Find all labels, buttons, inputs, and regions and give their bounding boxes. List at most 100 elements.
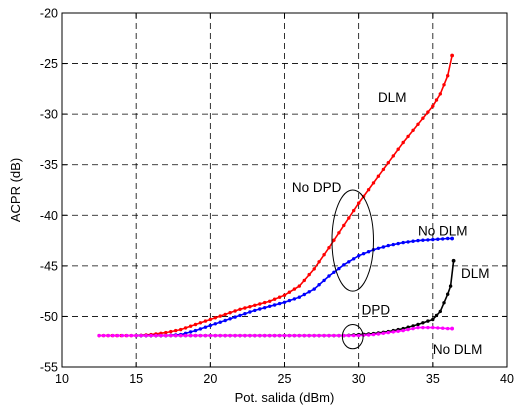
series-0-point (243, 306, 247, 310)
series-3-point (391, 330, 395, 334)
x-axis-label: Pot. salida (dBm) (235, 390, 335, 405)
series-0-point (277, 295, 282, 299)
series-1-point (243, 312, 247, 316)
series-0-point (174, 328, 178, 333)
series-0-point (357, 201, 361, 205)
series-3-point (297, 333, 301, 338)
series-0-point (327, 246, 331, 250)
series-3-point (272, 333, 277, 338)
series-3-point (179, 333, 183, 338)
grid-lines (62, 13, 507, 367)
series-0-point (317, 260, 321, 264)
series-0-point (406, 134, 410, 139)
x-tick-label: 10 (55, 372, 69, 386)
series-3-point (263, 333, 267, 338)
series-2-point (406, 325, 410, 329)
series-1-point (302, 292, 306, 297)
series-1-point (347, 260, 351, 264)
series-3-point (268, 333, 272, 338)
series-3-point (102, 333, 106, 338)
series-3-point (139, 333, 143, 338)
series-1-point (203, 325, 208, 329)
y-tick-label: -25 (40, 57, 58, 71)
series-0-point (238, 307, 242, 311)
series-3-point (332, 333, 336, 338)
series-3-point (208, 333, 212, 338)
series-3-point (421, 325, 425, 330)
series-3-point (111, 333, 115, 338)
series-0-point (282, 293, 287, 297)
series-2-point (411, 324, 415, 328)
series-1-point (450, 236, 455, 241)
series-2-point (448, 284, 453, 288)
series-3-point (97, 333, 101, 338)
series-3-point (307, 333, 311, 338)
series-line-0 (99, 55, 453, 337)
series-3-point (144, 333, 148, 338)
x-tick-label: 40 (500, 372, 514, 386)
series-1-point (263, 306, 267, 310)
series-3-point (416, 325, 420, 330)
series-3-point (317, 333, 321, 338)
series-3-point (223, 333, 227, 338)
series-3-point (406, 327, 410, 332)
series-1-point (317, 283, 321, 287)
series-0-point (434, 98, 439, 102)
series-3-point (401, 328, 405, 333)
series-0-point (188, 324, 193, 328)
annotation-label: No DLM (433, 342, 483, 357)
series-0-point (169, 329, 173, 334)
series-1-point (361, 252, 366, 256)
series-2-point (434, 313, 439, 318)
series-1-point (381, 245, 386, 249)
series-1-point (441, 237, 445, 241)
series-0-point (203, 319, 208, 323)
series-1-point (366, 250, 371, 254)
series-3-point (243, 333, 247, 338)
series-3-point (203, 333, 208, 338)
x-tick-label: 25 (278, 372, 292, 386)
x-tick-label: 35 (426, 372, 440, 386)
series-3-point (327, 333, 331, 338)
series-3-point (381, 331, 386, 335)
series-1-point (208, 323, 212, 328)
series-3-point (169, 333, 173, 338)
series-1-point (337, 266, 341, 271)
series-3-point (347, 333, 351, 338)
series-1-point (213, 322, 217, 326)
series-1-point (406, 240, 410, 244)
series-0-point (386, 161, 390, 165)
series-1-point (297, 295, 301, 299)
series-0-point (268, 299, 272, 303)
series-1-point (218, 320, 222, 324)
series-0-point (421, 116, 425, 120)
series-1-point (416, 238, 420, 243)
series-2-point (438, 309, 442, 314)
annotation-label: DPD (362, 302, 391, 317)
series-0-point (272, 297, 277, 301)
series-2-point (416, 322, 420, 327)
series-0-point (179, 327, 183, 332)
series-3-point (134, 333, 138, 338)
series-3-point (352, 333, 356, 338)
series-1-point (277, 301, 282, 306)
series-0-point (396, 147, 400, 151)
series-0-point (371, 181, 376, 185)
series-1-point (233, 315, 237, 319)
series-0-point (332, 238, 336, 242)
series-3-point (258, 333, 262, 338)
series-0-point (426, 110, 430, 114)
y-tick-label: -30 (40, 108, 58, 122)
series-1-point (223, 318, 227, 323)
y-tick-label: -40 (40, 209, 58, 223)
series-0-point (233, 309, 237, 313)
series-1-point (386, 243, 390, 248)
series-1-point (193, 328, 198, 333)
series-1-point (391, 242, 395, 247)
series-0-point (322, 253, 326, 257)
series-3-point (431, 325, 435, 330)
series-1-point (357, 254, 361, 258)
series-1-point (342, 263, 346, 267)
series-3-point (322, 333, 326, 338)
series-3-point (302, 333, 306, 338)
